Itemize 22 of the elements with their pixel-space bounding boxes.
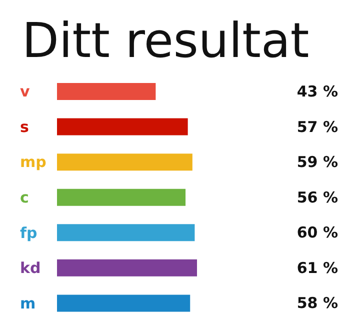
- chart-title: Ditt resultat: [21, 12, 310, 71]
- y-tick-label: m: [20, 294, 36, 312]
- bar: [57, 259, 197, 276]
- y-tick-label: fp: [20, 224, 38, 242]
- data-label: 56 %: [296, 188, 338, 206]
- bar: [57, 294, 190, 312]
- bar: [57, 83, 156, 100]
- y-tick-label: s: [20, 118, 29, 136]
- data-label: 60 %: [296, 224, 338, 242]
- y-tick-label: mp: [20, 153, 47, 172]
- bar: [57, 188, 186, 206]
- bar: [57, 224, 195, 242]
- y-tick-label: c: [20, 188, 29, 206]
- data-label: 43 %: [296, 82, 338, 100]
- data-label: 57 %: [296, 118, 338, 136]
- y-tick-label: kd: [20, 259, 41, 278]
- data-label: 59 %: [296, 153, 338, 172]
- data-label: 61 %: [296, 258, 338, 277]
- data-label: 58 %: [296, 294, 338, 312]
- bar: [57, 154, 192, 171]
- bar: [57, 118, 188, 136]
- y-tick-label: v: [20, 82, 30, 101]
